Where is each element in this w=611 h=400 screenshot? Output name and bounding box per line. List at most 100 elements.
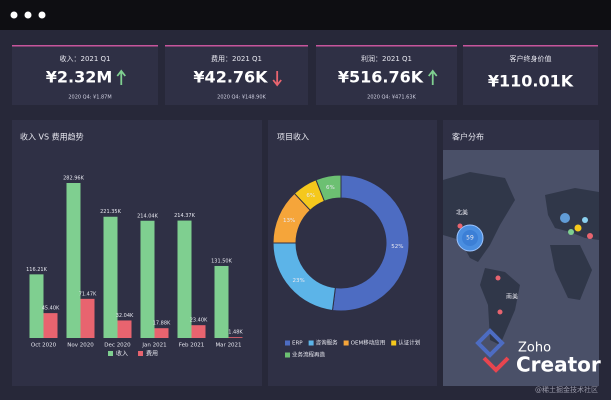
map-bubble xyxy=(497,309,503,315)
legend-swatch xyxy=(343,340,349,346)
kpi-accent xyxy=(12,45,158,47)
kpi-label: 费用：2021 Q1 xyxy=(211,54,262,63)
value-label: 23.40K xyxy=(190,318,208,324)
legend-label: 收入 xyxy=(116,350,128,358)
slice-label: 23% xyxy=(293,278,305,284)
value-label: 17.88K xyxy=(153,321,171,327)
donut-slice xyxy=(315,174,342,202)
panel xyxy=(12,120,262,386)
bar xyxy=(154,328,169,338)
bar xyxy=(117,320,132,338)
kpi-label: 利润：2021 Q1 xyxy=(361,54,412,63)
slice-label: 6% xyxy=(326,185,335,191)
value-label: 214.04K xyxy=(137,213,158,219)
legend-swatch xyxy=(108,351,113,356)
land xyxy=(545,188,599,240)
value-label: 131.50K xyxy=(211,258,232,264)
map-bubble xyxy=(495,275,501,281)
map-bubble xyxy=(462,230,478,246)
trend-arrow xyxy=(116,69,126,85)
x-tick-label: Feb 2021 xyxy=(179,343,204,349)
kpi-previous: 2020 Q4: ¥148.90K xyxy=(217,95,266,101)
value-label: 32.04K xyxy=(116,313,134,319)
map-bubble xyxy=(582,217,588,223)
window-dot xyxy=(24,11,32,19)
bar xyxy=(43,313,58,338)
bar xyxy=(80,298,95,338)
bar xyxy=(177,220,192,338)
map-bubble xyxy=(574,224,582,232)
kpi-card xyxy=(165,45,308,105)
x-tick-label: Jan 2021 xyxy=(141,343,166,349)
slice-label: 52% xyxy=(391,244,403,250)
trend-arrow xyxy=(428,69,438,85)
value-label: 214.37K xyxy=(174,213,195,219)
donut-slice xyxy=(331,174,410,312)
legend-label: OEM移动应用 xyxy=(351,339,386,347)
legend-swatch xyxy=(285,352,290,358)
window-bar xyxy=(0,0,611,30)
logo-icon xyxy=(482,356,510,373)
kpi-accent xyxy=(316,45,457,47)
x-tick-label: Mar 2021 xyxy=(215,343,241,349)
bar xyxy=(214,265,229,338)
legend-swatch xyxy=(391,340,397,346)
value-label: 221.35K xyxy=(100,209,121,215)
x-tick-label: Dec 2020 xyxy=(104,343,131,349)
kpi-value: ¥2.32M xyxy=(46,68,113,87)
legend-swatch xyxy=(285,340,290,346)
bar xyxy=(140,220,155,338)
bubble-label: 59 xyxy=(466,235,474,242)
kpi-accent xyxy=(165,45,308,47)
bar xyxy=(29,274,44,338)
legend-label: ERP xyxy=(292,341,303,347)
bar xyxy=(191,325,206,338)
kpi-label: 收入：2021 Q1 xyxy=(59,54,110,63)
kpi-value: ¥110.01K xyxy=(488,72,574,91)
kpi-card xyxy=(463,45,598,105)
window-dot xyxy=(10,11,18,19)
legend-label: 认证计划 xyxy=(398,339,420,347)
x-tick-label: Oct 2020 xyxy=(31,343,57,349)
trend-arrow xyxy=(272,71,282,87)
brand-product: Creator xyxy=(516,353,601,377)
kpi-previous: 2020 Q4: ¥1.87M xyxy=(68,95,111,101)
kpi-previous: 2020 Q4: ¥471.63K xyxy=(367,95,416,101)
value-label: 71.47K xyxy=(79,291,97,297)
value-label: 116.21K xyxy=(26,267,47,273)
map-bubble xyxy=(560,213,570,223)
bar xyxy=(66,183,81,338)
legend-label: 业务流程再造 xyxy=(292,351,326,359)
chart-title: 收入 VS 费用趋势 xyxy=(20,132,84,142)
kpi-value: ¥516.76K xyxy=(338,68,424,87)
slice-label: 6% xyxy=(306,193,315,199)
map-title: 客户分布 xyxy=(452,132,484,142)
region-label: 北美 xyxy=(456,209,468,217)
map-bubble xyxy=(457,223,463,229)
watermark: @稀土掘金技术社区 xyxy=(535,385,598,394)
value-label: 282.96K xyxy=(63,176,84,182)
brand-name: Zoho xyxy=(518,341,551,356)
chart-title: 项目收入 xyxy=(277,132,309,142)
x-tick-label: Nov 2020 xyxy=(67,343,94,349)
map: 59 北美 南美 xyxy=(443,150,599,386)
window-dot xyxy=(38,11,46,19)
kpi-accent xyxy=(463,45,598,47)
slice-label: 13% xyxy=(283,218,295,224)
map-bubble xyxy=(568,229,574,235)
bar xyxy=(103,216,118,338)
legend-label: 咨询服务 xyxy=(316,339,339,347)
kpi-card xyxy=(12,45,158,105)
value-label: 1.48K xyxy=(228,330,243,336)
land xyxy=(550,245,592,300)
region-label: 南美 xyxy=(506,293,518,301)
logo-icon xyxy=(475,328,505,358)
legend-swatch xyxy=(138,351,144,356)
legend-swatch xyxy=(308,340,314,346)
legend-label: 费用 xyxy=(146,350,158,358)
bar xyxy=(228,337,243,338)
map-bubble xyxy=(587,233,593,239)
kpi-label: 客户终身价值 xyxy=(510,54,552,63)
